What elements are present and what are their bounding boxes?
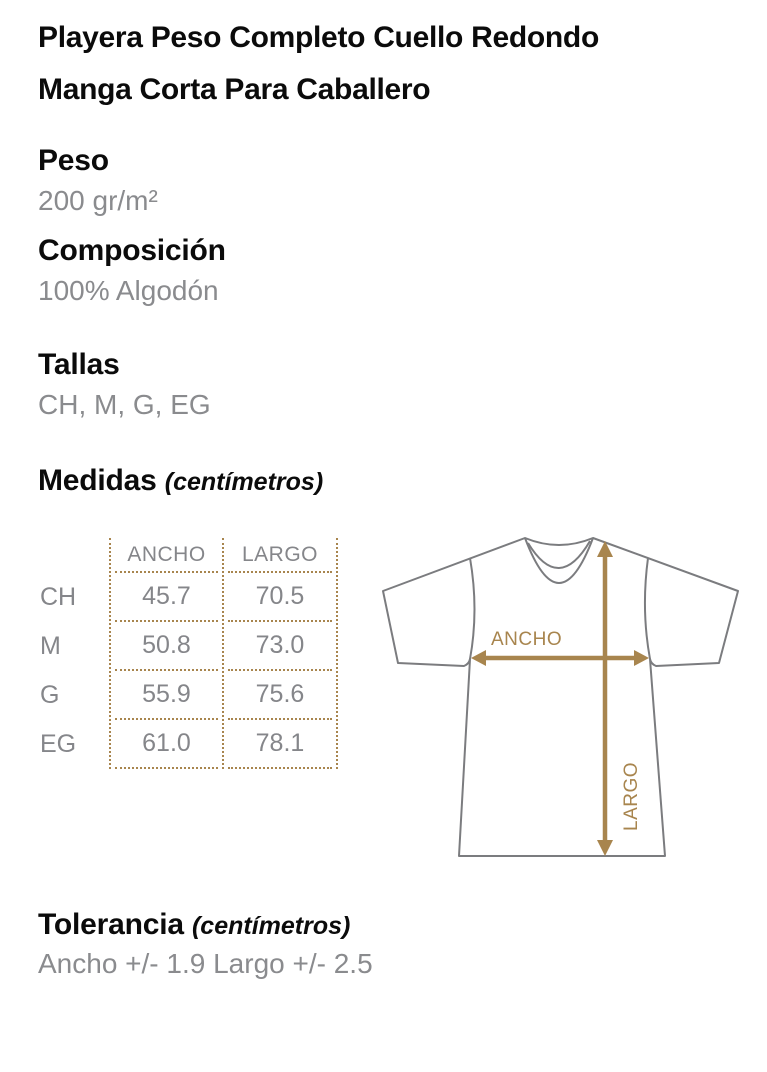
product-title: Playera Peso Completo Cuello Redondo Man… xyxy=(38,12,738,116)
right-armhole-seam xyxy=(643,557,651,660)
tolerancia-unit-text: (centímetros) xyxy=(191,912,351,940)
ancho-column: ANCHO 45.7 50.8 55.9 61.0 xyxy=(109,538,224,769)
ancho-value-ch: 45.7 xyxy=(115,573,218,622)
medidas-heading: Medidas (centímetros) xyxy=(38,463,323,500)
tolerancia-heading: Tolerancia (centímetros) xyxy=(38,907,350,944)
tshirt-outline xyxy=(382,537,739,857)
medidas-heading-text: Medidas xyxy=(38,464,157,497)
collar-inner-arc xyxy=(527,540,591,569)
product-title-line2: Manga Corta Para Caballero xyxy=(38,73,431,106)
ancho-arrowhead-left xyxy=(471,650,486,666)
largo-value-ch: 70.5 xyxy=(228,573,332,622)
left-armhole-seam xyxy=(469,557,476,660)
tshirt-measurement-diagram: ANCHO LARGO xyxy=(382,537,739,857)
ancho-value-g: 55.9 xyxy=(115,671,218,720)
size-row-label-ch: CH xyxy=(40,583,77,611)
largo-value-eg: 78.1 xyxy=(228,720,332,769)
size-row-label-m: M xyxy=(40,632,61,660)
tallas-value: CH, M, G, EG xyxy=(38,389,211,420)
ancho-label: ANCHO xyxy=(491,629,562,650)
medidas-unit-text: (centímetros) xyxy=(164,468,324,496)
largo-arrowhead-top xyxy=(597,541,613,557)
column-header-largo: LARGO xyxy=(228,538,332,573)
largo-arrowhead-bottom xyxy=(597,840,613,856)
product-title-line1: Playera Peso Completo Cuello Redondo xyxy=(38,21,599,54)
ancho-arrowhead-right xyxy=(634,650,649,666)
tallas-heading: Tallas xyxy=(38,348,120,381)
composicion-heading: Composición xyxy=(38,234,226,267)
tolerancia-value: Ancho +/- 1.9 Largo +/- 2.5 xyxy=(38,948,373,979)
column-header-ancho: ANCHO xyxy=(115,538,218,573)
largo-arrow xyxy=(597,541,613,856)
size-label-column: CH M G EG xyxy=(38,538,109,769)
size-row-label-eg: EG xyxy=(40,730,77,758)
ancho-value-m: 50.8 xyxy=(115,622,218,671)
size-row-label-g: G xyxy=(40,681,60,709)
size-header-spacer xyxy=(38,538,109,573)
largo-value-m: 73.0 xyxy=(228,622,332,671)
measurements-table: CH M G EG ANCHO 45.7 50.8 55.9 61.0 LARG… xyxy=(38,538,338,769)
tolerancia-heading-text: Tolerancia xyxy=(38,908,184,941)
ancho-arrow xyxy=(471,650,649,666)
ancho-value-eg: 61.0 xyxy=(115,720,218,769)
peso-heading: Peso xyxy=(38,144,109,177)
largo-column: LARGO 70.5 73.0 75.6 78.1 xyxy=(224,538,338,769)
composicion-value: 100% Algodón xyxy=(38,275,219,306)
largo-label: LARGO xyxy=(621,762,642,831)
largo-value-g: 75.6 xyxy=(228,671,332,720)
peso-value: 200 gr/m² xyxy=(38,185,158,216)
collar-outer-arc xyxy=(524,537,594,584)
